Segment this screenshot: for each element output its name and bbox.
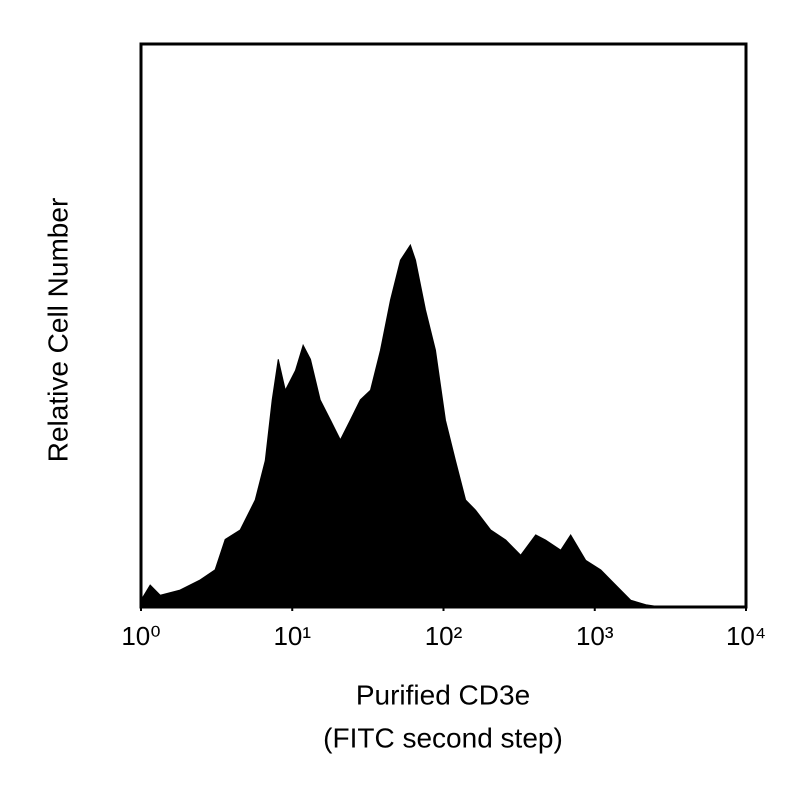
y-axis-label: Relative Cell Number — [42, 198, 73, 463]
x-axis-label: Purified CD3e — [356, 679, 530, 710]
x-tick-label: 10² — [425, 621, 463, 651]
x-tick-label: 10⁴ — [726, 621, 766, 651]
x-tick-label: 10¹ — [273, 621, 311, 651]
histogram-area — [140, 243, 661, 608]
x-tick-label: 10³ — [576, 621, 614, 651]
x-tick-label: 10⁰ — [121, 621, 160, 651]
x-axis-label: (FITC second step) — [323, 722, 563, 753]
